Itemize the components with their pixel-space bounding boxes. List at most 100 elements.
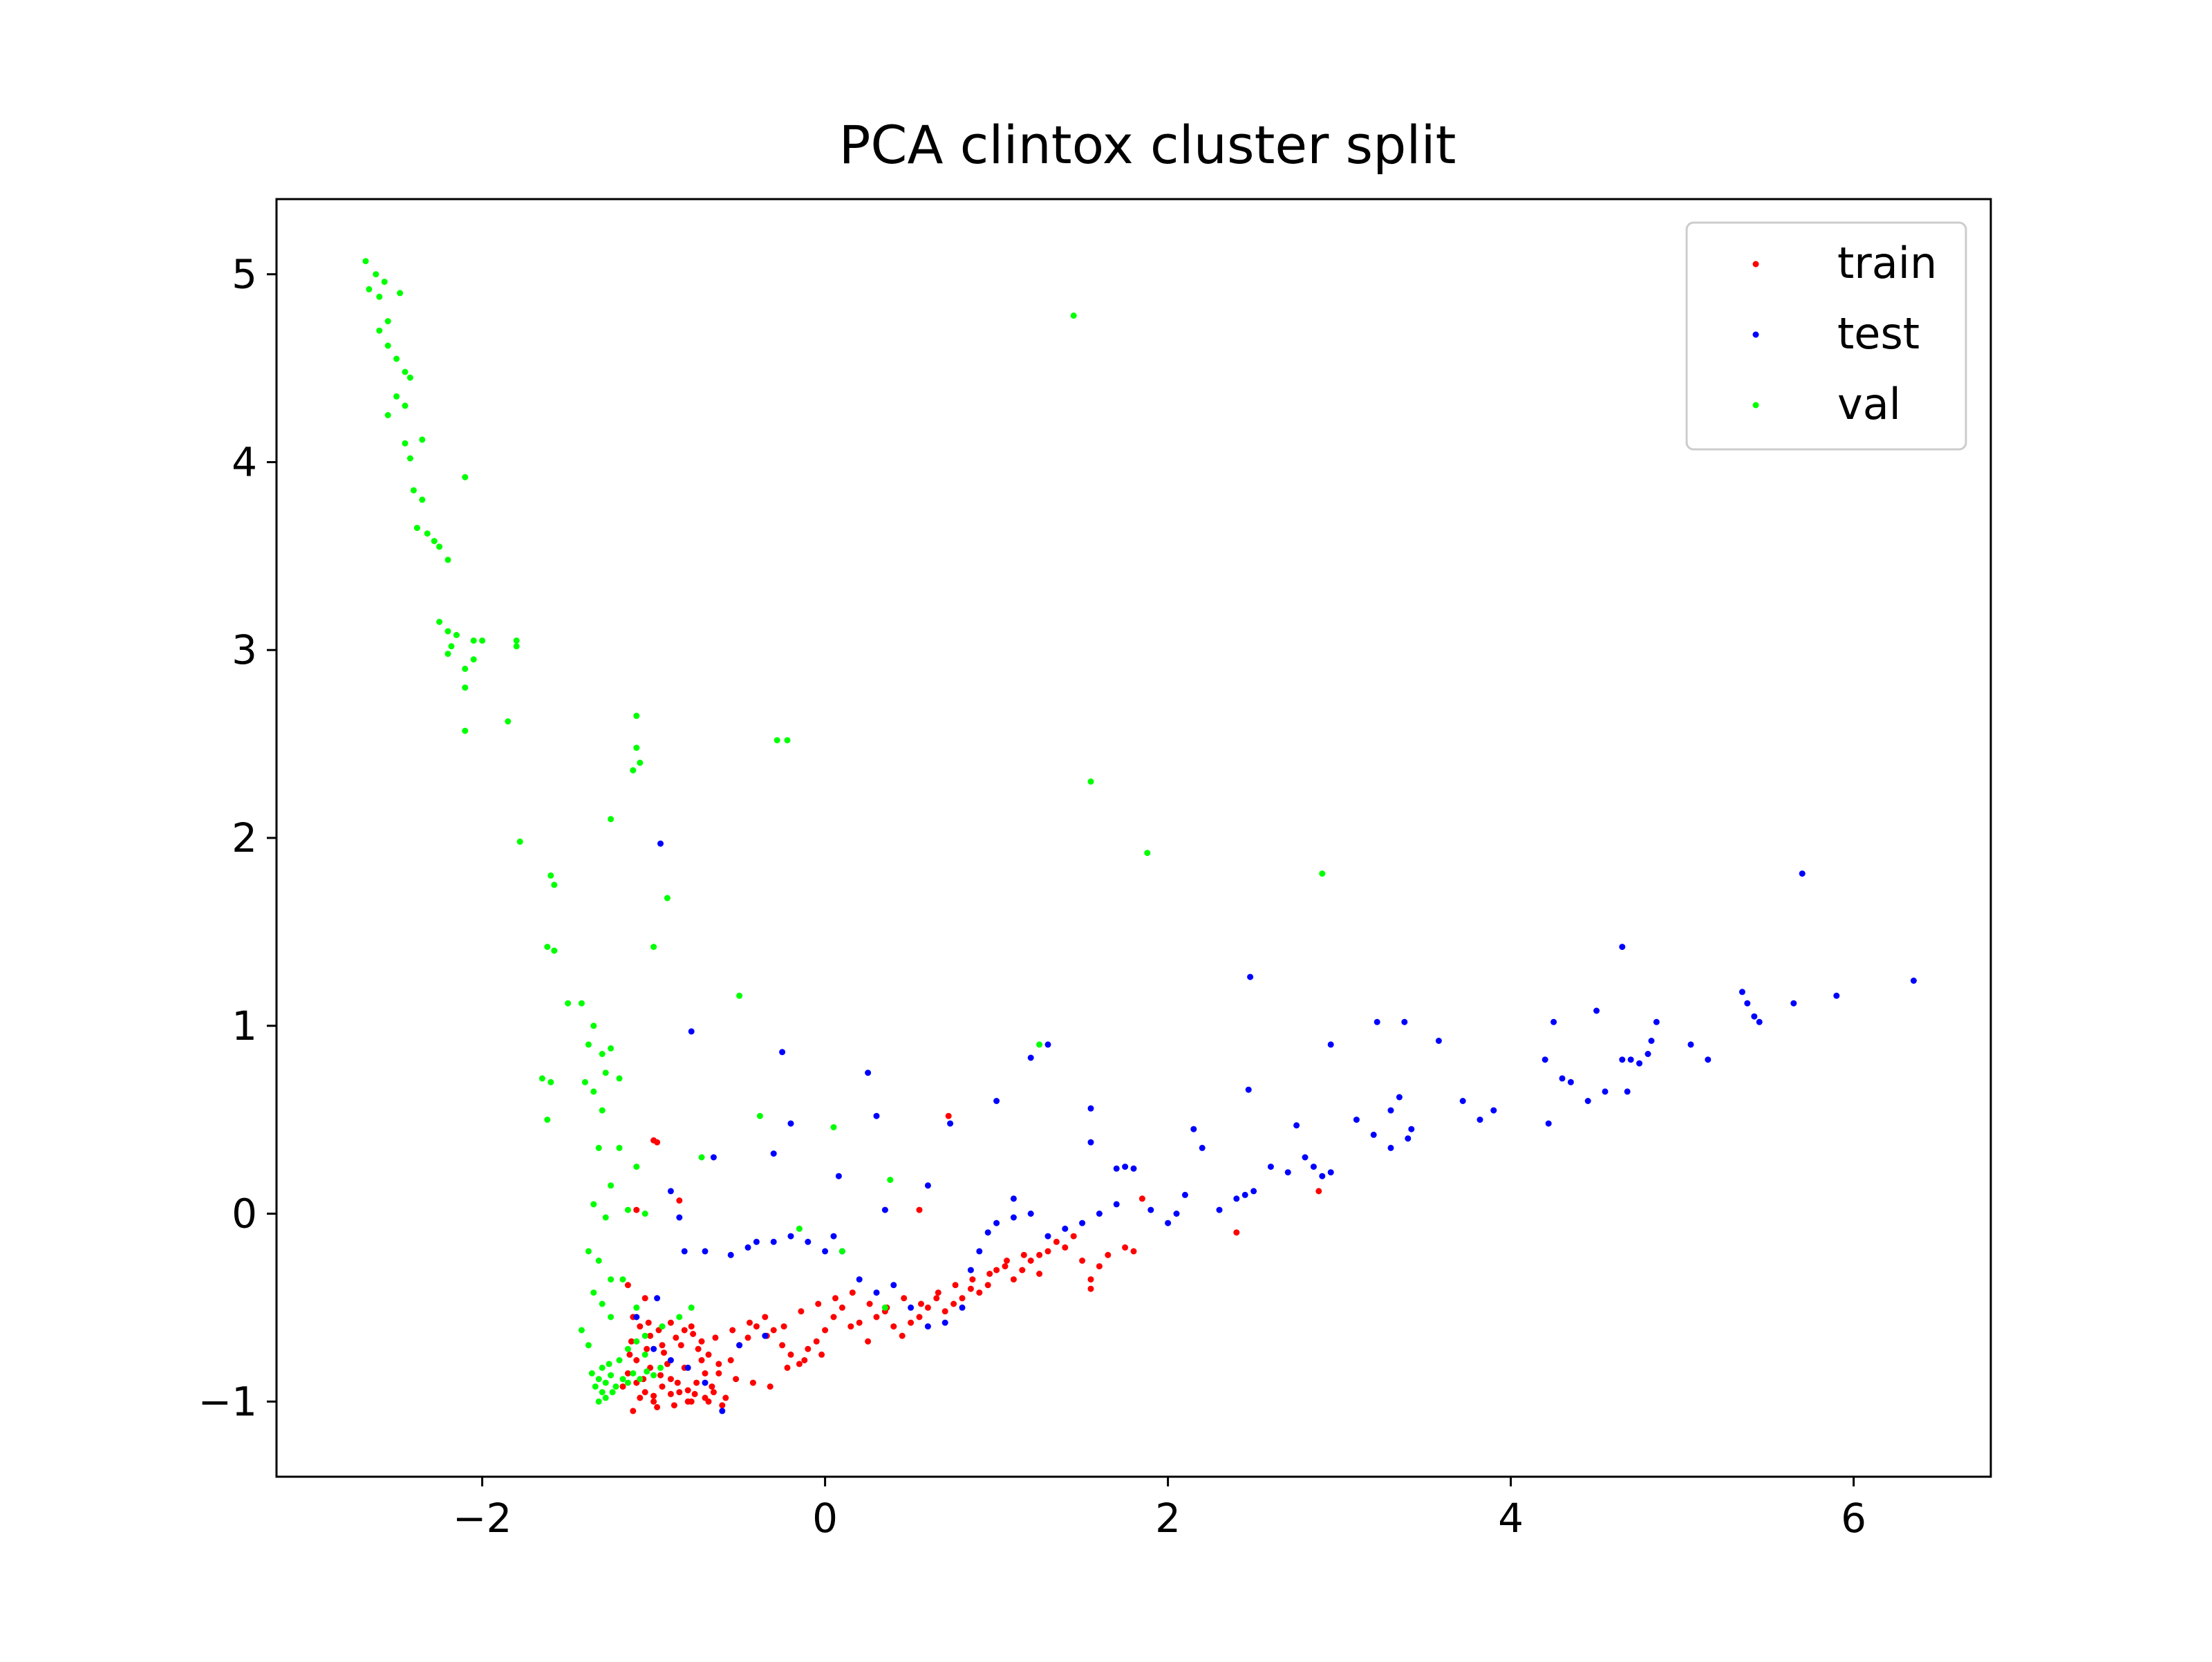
data-point-test xyxy=(654,1295,661,1302)
data-point-val xyxy=(366,286,373,292)
data-point-val xyxy=(585,1248,592,1255)
data-point-train xyxy=(1062,1244,1069,1251)
data-point-val xyxy=(641,1351,648,1358)
data-point-train xyxy=(619,1383,626,1390)
data-point-train xyxy=(661,1350,667,1356)
data-point-val xyxy=(448,643,455,650)
data-point-train xyxy=(647,1332,654,1339)
data-point-val xyxy=(641,1211,648,1217)
data-point-train xyxy=(693,1379,700,1386)
data-point-val xyxy=(688,1304,695,1311)
data-point-val xyxy=(644,1368,650,1375)
data-point-test xyxy=(762,1332,769,1339)
data-point-val xyxy=(406,455,413,462)
data-point-test xyxy=(1593,1007,1600,1014)
x-tick-label: 6 xyxy=(1841,1495,1866,1542)
data-point-val xyxy=(612,1383,619,1390)
data-point-val xyxy=(608,1182,615,1189)
series-train xyxy=(619,1112,1322,1414)
data-point-train xyxy=(838,1304,845,1311)
data-point-val xyxy=(756,1112,763,1119)
data-point-test xyxy=(770,1238,777,1245)
data-point-val xyxy=(609,1389,616,1396)
data-point-train xyxy=(715,1361,722,1367)
data-point-test xyxy=(1619,1056,1626,1063)
legend-label-val: val xyxy=(1837,379,1901,429)
data-point-val xyxy=(436,543,443,550)
data-point-val xyxy=(419,496,426,503)
data-point-test xyxy=(1190,1126,1197,1132)
chart-title: PCA clintox cluster split xyxy=(839,114,1456,176)
data-point-train xyxy=(950,1300,957,1307)
data-point-test xyxy=(1490,1107,1497,1114)
data-point-val xyxy=(624,1206,631,1213)
data-point-train xyxy=(637,1394,644,1401)
data-point-val xyxy=(590,1289,597,1296)
data-point-train xyxy=(945,1112,952,1119)
data-point-test xyxy=(1624,1088,1631,1095)
data-point-test xyxy=(1096,1211,1103,1217)
data-point-test xyxy=(1435,1038,1442,1044)
data-point-test xyxy=(805,1238,812,1245)
data-point-val xyxy=(595,1258,602,1264)
data-point-train xyxy=(744,1334,751,1341)
data-point-test xyxy=(1541,1056,1548,1063)
y-tick-label: 0 xyxy=(232,1191,257,1238)
data-point-train xyxy=(801,1357,808,1363)
data-point-test xyxy=(1910,978,1917,984)
data-point-val xyxy=(588,1370,595,1376)
data-point-val xyxy=(595,1398,602,1405)
data-point-test xyxy=(908,1304,915,1311)
y-tick-label: 4 xyxy=(232,438,257,485)
data-point-val xyxy=(578,1000,585,1007)
data-point-val xyxy=(470,637,477,644)
legend-marker-train xyxy=(1752,261,1759,268)
data-point-test xyxy=(993,1098,1000,1104)
data-point-train xyxy=(935,1289,941,1296)
data-point-train xyxy=(969,1276,976,1283)
data-point-test xyxy=(684,1364,691,1371)
data-point-train xyxy=(633,1206,640,1213)
x-tick-label: 2 xyxy=(1155,1495,1181,1542)
data-point-test xyxy=(1010,1214,1017,1221)
data-point-test xyxy=(702,1248,709,1255)
y-tick-label: 1 xyxy=(232,1002,257,1049)
data-point-val xyxy=(736,992,743,999)
data-point-train xyxy=(633,1357,640,1363)
data-point-train xyxy=(916,1206,923,1213)
data-point-test xyxy=(1027,1211,1034,1217)
data-point-val xyxy=(1036,1041,1043,1048)
data-point-train xyxy=(684,1387,691,1394)
data-point-test xyxy=(667,1357,674,1363)
data-point-train xyxy=(630,1408,637,1414)
data-point-val xyxy=(397,290,404,297)
data-point-train xyxy=(767,1383,774,1390)
data-point-train xyxy=(624,1282,631,1289)
data-point-train xyxy=(813,1338,820,1345)
data-point-train xyxy=(673,1334,679,1341)
data-point-val xyxy=(602,1070,609,1076)
data-point-test xyxy=(1477,1117,1483,1123)
data-point-train xyxy=(753,1323,760,1330)
data-point-test xyxy=(688,1028,695,1035)
data-point-test xyxy=(1173,1211,1180,1217)
data-point-val xyxy=(462,684,469,691)
data-point-test xyxy=(1648,1038,1655,1044)
y-tick-label: −1 xyxy=(198,1378,258,1425)
data-point-train xyxy=(626,1351,633,1358)
data-point-val xyxy=(633,1304,640,1311)
data-point-val xyxy=(462,665,469,672)
data-point-val xyxy=(513,643,520,650)
data-point-test xyxy=(1627,1056,1634,1063)
data-point-val xyxy=(436,619,443,625)
data-point-test xyxy=(1833,992,1840,999)
data-point-test xyxy=(822,1248,829,1255)
data-point-train xyxy=(952,1282,959,1289)
data-point-val xyxy=(393,355,400,362)
data-point-train xyxy=(796,1361,803,1367)
data-point-train xyxy=(967,1285,974,1292)
data-point-test xyxy=(1405,1135,1412,1142)
data-point-train xyxy=(1087,1276,1094,1283)
data-point-train xyxy=(1036,1271,1043,1277)
data-point-train xyxy=(798,1308,805,1315)
